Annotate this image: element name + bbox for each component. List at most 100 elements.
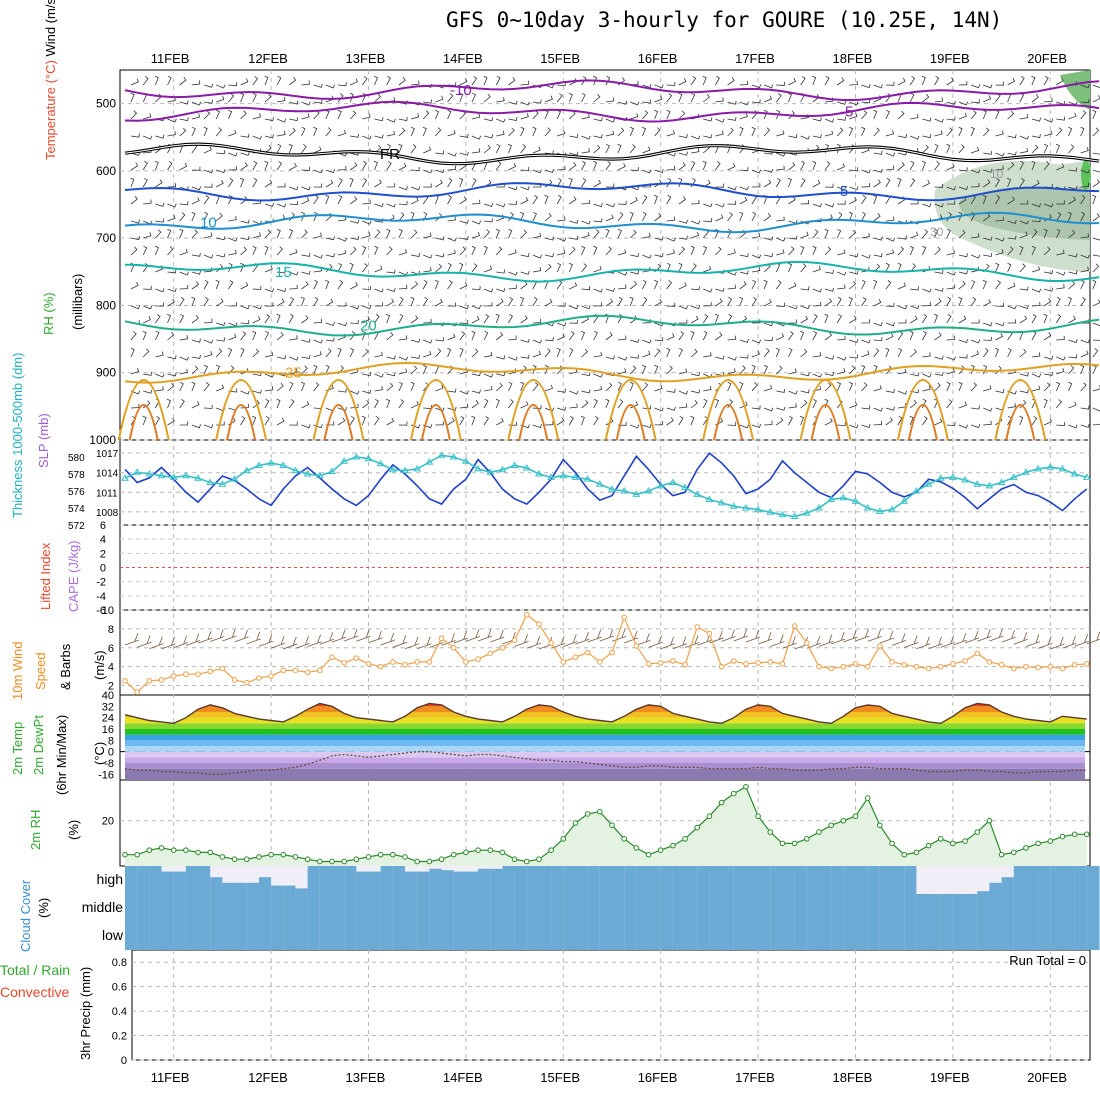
wind-barb [471,135,482,140]
wind-barb [423,254,433,259]
wind10-barb [210,629,225,642]
wind-barb [763,364,768,375]
rh-point [718,799,725,806]
wind-barb [398,368,408,375]
wind-barb [617,228,622,239]
wind-tick-label: 4 [108,662,114,674]
wind-barb [788,262,793,273]
wind-barb [617,200,627,205]
bottom-date-label: 11FEB [151,1070,190,1085]
cloud-cell [697,866,710,894]
li-ylabel-part: Lifted Index [38,542,53,610]
wind-barb [276,331,284,341]
cloud-cell [490,868,503,894]
wind-barb [848,296,853,307]
wind-barb [240,319,250,325]
wind-barb [508,116,518,121]
cloud-cell [745,866,759,894]
cloud-cell [185,866,199,894]
wind-barb [678,415,684,426]
wind-barb [569,403,578,409]
wind-barb [155,373,165,378]
cloud-cell [331,922,345,950]
wind-barb [983,407,993,412]
wind-barb [423,232,432,239]
wind-barb [130,78,139,86]
wind-barb [496,331,504,341]
wind10-line [124,613,1087,694]
wind-barb [1055,399,1062,409]
wind10-point [1023,663,1029,670]
wind10-barb [648,635,663,648]
rh2m-unit-part: (%) [66,820,81,840]
rh-point [974,829,981,835]
wind-barb [641,126,647,137]
wind-barb [459,235,469,240]
cloud-cell [989,894,1003,922]
isotherm-30-loop [713,404,744,441]
wind-barb [885,216,895,222]
wind-barb [313,83,323,88]
wind-barb [654,212,662,222]
wind-barb [654,84,664,89]
wind-barb [568,177,573,188]
wind-barb [776,237,786,242]
thickness-marker [1070,470,1079,477]
cloud-cell [185,894,199,922]
wind-barb [142,348,150,358]
wind-barb [690,263,697,273]
pressure-tick-label: 600 [96,164,116,178]
wind-barb [1080,382,1087,392]
wind-barb [240,162,248,171]
wind-barb [776,302,785,307]
wind-barb [946,200,956,205]
wind-barb [337,262,343,273]
wind-barb [301,186,311,191]
cloud-cell [417,871,430,894]
cloud-cell-bg [940,866,954,894]
wind-barb [386,398,391,409]
wind-barb [143,199,152,205]
run-total: Run Total = 0 [1009,953,1086,968]
wind-barb [301,113,310,120]
wind-barb [873,322,883,327]
wind-barb [1031,144,1039,154]
pressure-tick-label: 900 [96,366,116,380]
wind-barb [714,398,719,409]
wind-barb [630,424,640,429]
cloud-cell [575,866,589,894]
wind-barb [386,161,392,171]
cloud-cell-bg [295,866,309,894]
wind-barb [252,76,259,86]
wind-barb [447,302,456,307]
wind-barb [264,245,269,256]
wind-barb [471,348,479,358]
wind-barb [763,109,768,120]
wind-barb [958,144,965,154]
wind-barb [386,130,395,137]
wind-barb [727,127,734,137]
wind10-point [962,658,968,664]
wind-barb [849,229,856,239]
wind-barb [581,245,586,256]
wind-barb [423,405,432,410]
wind-barb [873,168,883,173]
wind-tick-label: 6 [108,643,114,655]
wind10-point [523,611,530,618]
wind-barb [130,133,140,138]
wind-barb [605,75,611,86]
wind-barb [593,330,598,341]
wind-barb [983,168,993,173]
wind-barb [727,381,732,392]
wind-barb [447,93,454,103]
wind-barb [422,296,429,307]
wind-barb [313,195,319,205]
wind-barb [922,117,932,122]
wind-barb [1092,348,1099,358]
cloud-cell [709,894,723,922]
wind-barb [727,368,736,375]
cloud-cell [660,894,674,922]
wind-barb [216,84,226,89]
wind-barb [933,313,938,324]
thickness-marker [230,475,239,482]
